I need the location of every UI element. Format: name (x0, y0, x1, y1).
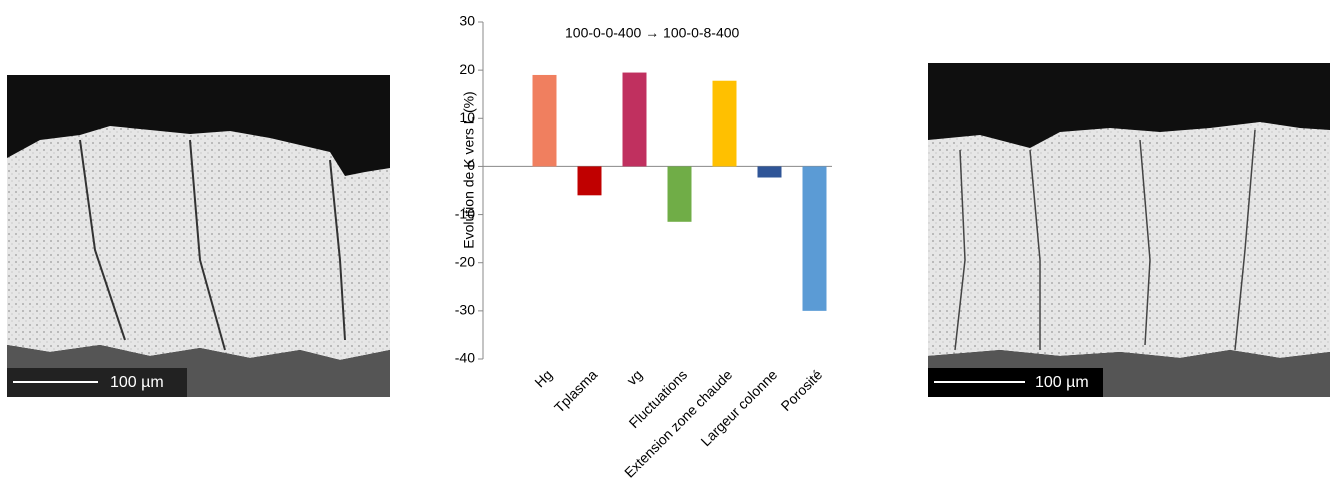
y-tick-label: -40 (455, 350, 475, 366)
y-axis-label: Evolution de K vers L (%) (461, 91, 477, 248)
y-tick-label: -10 (455, 205, 475, 221)
micrograph-left: 100 µm (7, 75, 390, 397)
y-tick-label: -30 (455, 302, 475, 318)
bar (667, 166, 692, 222)
y-tick-label: 0 (467, 157, 475, 173)
bar (622, 72, 647, 167)
micrograph-right: 100 µm (928, 63, 1330, 397)
bar (802, 166, 827, 311)
scale-label: 100 µm (1035, 374, 1089, 391)
annotation: 100-0-0-400 → 100-0-8-400 (565, 25, 740, 41)
y-tick-label: 20 (459, 61, 475, 77)
y-tick-label: -20 (455, 253, 475, 269)
x-tick-label: Largeur colonne (697, 366, 780, 449)
x-tick-label: Porosité (778, 366, 826, 414)
y-tick-label: 30 (459, 13, 475, 29)
x-tick-label: Tplasma (551, 366, 600, 415)
scale-label: 100 µm (110, 374, 164, 391)
bar (532, 74, 557, 167)
x-tick-label: vg (623, 366, 645, 388)
y-tick-label: 10 (459, 109, 475, 125)
bar (577, 166, 602, 196)
chart: 100-0-0-400 → 100-0-8-400 Evolution de K… (455, 13, 832, 481)
bar (757, 166, 782, 178)
bar (712, 80, 737, 167)
x-tick-label: Hg (531, 366, 555, 390)
